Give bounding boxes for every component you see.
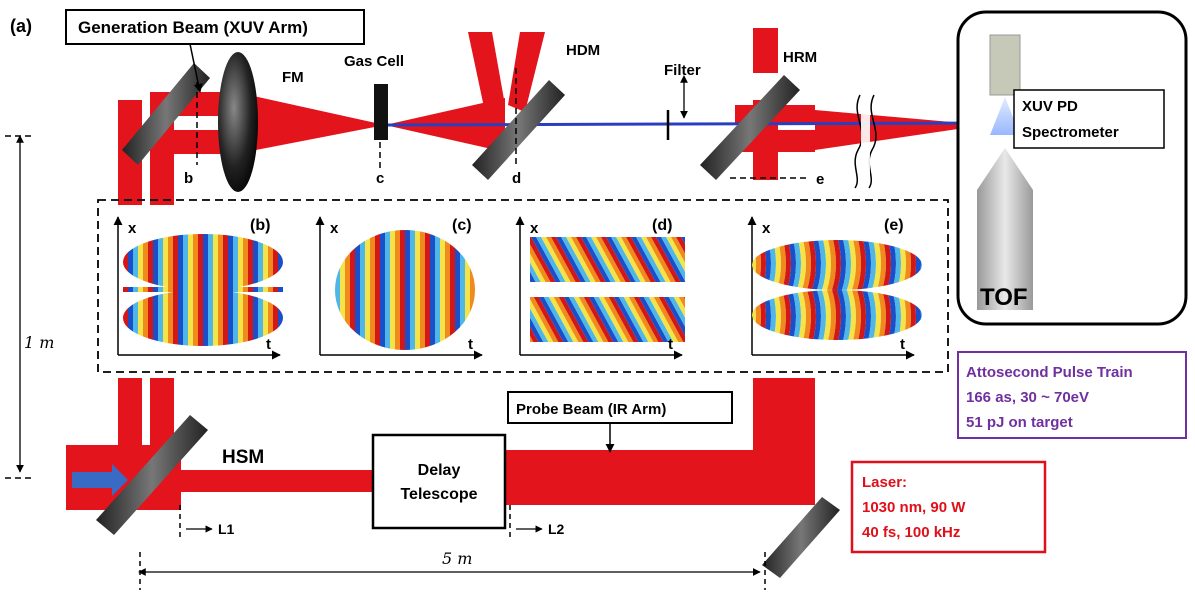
inset-t-label: t — [668, 336, 673, 353]
inset-t-label: t — [266, 336, 271, 353]
beam-break-icon — [854, 94, 877, 189]
inset-x-label: x — [762, 220, 771, 237]
tof-cone-icon — [977, 148, 1033, 190]
input-arrow-icon — [72, 464, 128, 496]
l2-label: L2 — [548, 521, 565, 537]
dim-1m-label: 1 m — [24, 333, 54, 352]
inset-t-label: t — [468, 336, 473, 353]
inset-1: x t (c) — [315, 216, 483, 360]
plane-c-label: c — [376, 170, 384, 187]
hsm-mirror-icon — [96, 415, 208, 535]
insets-group: x t (b) x t (c) x t (d) x t (e) — [113, 216, 922, 360]
gas-cell-label: Gas Cell — [344, 53, 404, 70]
probe-beam-label: Probe Beam (IR Arm) — [516, 401, 666, 418]
generation-beam-label: Generation Beam (XUV Arm) — [78, 18, 308, 37]
bottom-mirror-icon — [762, 497, 840, 578]
hsm-label: HSM — [222, 447, 264, 468]
inset-0: x t (b) — [113, 216, 283, 360]
tof-label: TOF — [980, 284, 1028, 311]
plane-d-label: d — [512, 170, 521, 187]
xuv-pd-detector-icon — [989, 34, 1021, 96]
attosecond-line3: 51 pJ on target — [966, 414, 1073, 431]
fringe-pattern — [123, 234, 283, 346]
tof-cylinder-icon — [977, 190, 1033, 310]
spectrometer-label: Spectrometer — [1022, 124, 1119, 141]
inset-x-label: x — [330, 220, 339, 237]
hrm-label: HRM — [783, 49, 817, 66]
xuv-pd-label: XUV PD — [1022, 98, 1078, 115]
gas-cell-icon — [374, 84, 388, 140]
delay-telescope-box — [371, 433, 507, 530]
laser-line2: 1030 nm, 90 W — [862, 499, 966, 516]
inset-panel-label: (e) — [884, 217, 904, 234]
inset-panel-label: (b) — [250, 217, 270, 234]
dim-5m-label: 5 m — [442, 549, 472, 568]
focusing-mirror-icon — [218, 52, 258, 192]
inset-x-label: x — [128, 220, 137, 237]
plane-e-label: e — [816, 171, 824, 188]
l1-label: L1 — [218, 521, 235, 537]
laser-box — [850, 460, 1047, 554]
attosecond-line2: 166 as, 30 ~ 70eV — [966, 389, 1089, 406]
hdm-mirror-icon — [472, 80, 565, 180]
plane-b-label: b — [184, 170, 193, 187]
input-mirror-icon — [122, 63, 210, 165]
attosecond-line1: Attosecond Pulse Train — [966, 364, 1133, 381]
inset-panel-label: (d) — [652, 217, 672, 234]
glow-icon — [990, 97, 1020, 135]
generation-beam-box — [65, 9, 365, 45]
inset-x-label: x — [530, 220, 539, 237]
hdm-label: HDM — [566, 42, 600, 59]
fringe-pattern — [335, 230, 475, 350]
probe-beam-box — [507, 391, 733, 424]
laser-line1: Laser: — [862, 474, 907, 491]
attosecond-box — [957, 351, 1187, 439]
delay-label: Delay — [418, 462, 461, 479]
xuv-pd-box — [1013, 89, 1165, 149]
inset-t-label: t — [900, 336, 905, 353]
panel-label: (a) — [10, 16, 32, 36]
fm-label: FM — [282, 69, 304, 86]
filter-label: Filter — [664, 62, 701, 79]
inset-frame — [97, 199, 949, 373]
hrm-mirror-icon — [700, 75, 800, 180]
laser-line3: 40 fs, 100 kHz — [862, 524, 960, 541]
inset-panel-label: (c) — [452, 217, 472, 234]
telescope-label: Telescope — [400, 486, 477, 503]
xuv-beam — [384, 121, 986, 127]
